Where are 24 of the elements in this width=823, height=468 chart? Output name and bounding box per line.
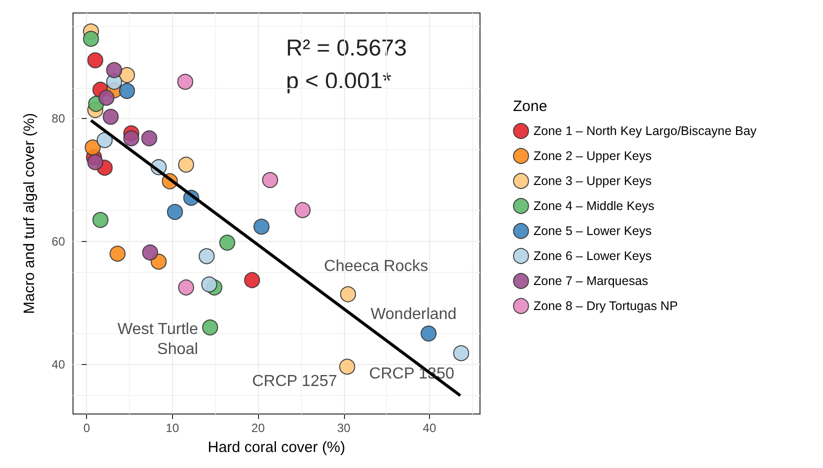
x-tick-label: 30: [337, 421, 351, 435]
y-tick-label: 80: [52, 112, 66, 126]
legend-title: Zone: [513, 98, 548, 115]
annotation: R² = 0.5673: [286, 34, 407, 60]
x-tick-label: 20: [251, 421, 266, 435]
legend-label: Zone 7 – Marquesas: [534, 274, 648, 288]
annotation: CRCP 1257: [252, 373, 338, 390]
legend-label: Zone 1 – North Key Largo/Biscayne Bay: [534, 124, 758, 138]
x-axis-title: Hard coral cover (%): [208, 439, 346, 456]
legend-label: Zone 8 – Dry Tortugas NP: [534, 299, 678, 313]
annotation: Wonderland: [370, 306, 457, 324]
y-tick-label: 60: [52, 234, 66, 248]
annotation: West Turtle Shoal: [117, 320, 198, 358]
x-tick-label: 10: [166, 421, 180, 435]
y-axis-title: Macro and turf algal cover (%): [21, 113, 38, 314]
y-tick-label: 40: [52, 357, 66, 372]
x-tick-label: 0: [83, 421, 90, 435]
annotation: Cheeca Rocks: [324, 258, 428, 275]
x-tick-label: 40: [422, 421, 436, 435]
legend-label: Zone 4 – Middle Keys: [534, 199, 654, 213]
legend-label: Zone 5 – Lower Keys: [534, 224, 652, 238]
legend-label: Zone 6 – Lower Keys: [534, 249, 652, 263]
legend-label: Zone 3 – Upper Keys: [534, 174, 652, 188]
legend-label: Zone 2 – Upper Keys: [534, 149, 652, 163]
